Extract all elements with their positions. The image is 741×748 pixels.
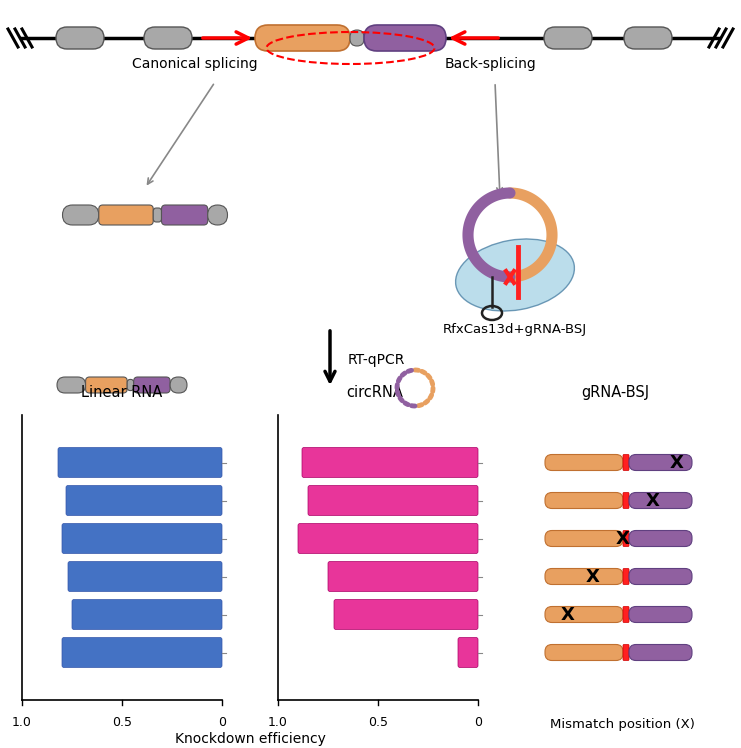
- FancyBboxPatch shape: [255, 25, 350, 51]
- Text: X: X: [560, 605, 574, 624]
- FancyBboxPatch shape: [57, 377, 86, 393]
- FancyBboxPatch shape: [545, 607, 623, 622]
- FancyBboxPatch shape: [62, 637, 222, 667]
- FancyBboxPatch shape: [545, 530, 623, 547]
- FancyBboxPatch shape: [545, 568, 623, 584]
- FancyBboxPatch shape: [629, 568, 692, 584]
- FancyBboxPatch shape: [545, 645, 623, 660]
- Text: 0: 0: [218, 716, 226, 729]
- FancyBboxPatch shape: [72, 599, 222, 630]
- FancyBboxPatch shape: [545, 455, 623, 470]
- FancyBboxPatch shape: [629, 607, 692, 622]
- Text: Mismatch position (X): Mismatch position (X): [550, 718, 694, 731]
- FancyBboxPatch shape: [544, 27, 592, 49]
- FancyBboxPatch shape: [364, 25, 446, 51]
- FancyBboxPatch shape: [629, 455, 692, 470]
- Text: 0: 0: [474, 716, 482, 729]
- FancyBboxPatch shape: [68, 562, 222, 592]
- FancyBboxPatch shape: [629, 530, 692, 547]
- Text: 0.5: 0.5: [112, 716, 132, 729]
- Text: Linear RNA: Linear RNA: [82, 385, 162, 400]
- FancyBboxPatch shape: [86, 377, 127, 393]
- FancyBboxPatch shape: [298, 524, 478, 554]
- Text: 0.5: 0.5: [368, 716, 388, 729]
- FancyBboxPatch shape: [170, 377, 187, 393]
- FancyBboxPatch shape: [334, 599, 478, 630]
- FancyBboxPatch shape: [144, 27, 192, 49]
- Text: X: X: [646, 491, 660, 509]
- Text: Canonical splicing: Canonical splicing: [132, 57, 258, 71]
- Text: Knockdown efficiency: Knockdown efficiency: [175, 732, 325, 746]
- FancyBboxPatch shape: [207, 205, 227, 225]
- FancyBboxPatch shape: [629, 645, 692, 660]
- FancyBboxPatch shape: [302, 447, 478, 477]
- FancyBboxPatch shape: [545, 492, 623, 509]
- FancyBboxPatch shape: [623, 645, 629, 660]
- Text: Back-splicing: Back-splicing: [444, 57, 536, 71]
- Text: 1.0: 1.0: [268, 716, 288, 729]
- Text: RfxCas13d+gRNA-BSJ: RfxCas13d+gRNA-BSJ: [443, 323, 587, 336]
- FancyBboxPatch shape: [350, 30, 364, 46]
- FancyBboxPatch shape: [62, 205, 99, 225]
- FancyBboxPatch shape: [127, 379, 133, 390]
- FancyBboxPatch shape: [623, 607, 629, 622]
- FancyBboxPatch shape: [133, 377, 170, 393]
- Ellipse shape: [456, 239, 574, 311]
- Text: X: X: [586, 568, 600, 586]
- Text: circRNA: circRNA: [347, 385, 403, 400]
- FancyBboxPatch shape: [66, 485, 222, 515]
- FancyBboxPatch shape: [308, 485, 478, 515]
- FancyBboxPatch shape: [58, 447, 222, 477]
- Text: X: X: [670, 453, 684, 471]
- Text: gRNA-BSJ: gRNA-BSJ: [581, 385, 649, 400]
- FancyBboxPatch shape: [623, 530, 629, 547]
- FancyBboxPatch shape: [623, 568, 629, 584]
- FancyBboxPatch shape: [623, 455, 629, 470]
- FancyBboxPatch shape: [62, 524, 222, 554]
- FancyBboxPatch shape: [624, 27, 672, 49]
- FancyBboxPatch shape: [99, 205, 153, 225]
- FancyBboxPatch shape: [162, 205, 207, 225]
- Text: 1.0: 1.0: [12, 716, 32, 729]
- FancyBboxPatch shape: [56, 27, 104, 49]
- FancyBboxPatch shape: [458, 637, 478, 667]
- FancyBboxPatch shape: [328, 562, 478, 592]
- Text: X: X: [616, 530, 630, 548]
- Text: RT-qPCR: RT-qPCR: [348, 353, 405, 367]
- FancyBboxPatch shape: [153, 208, 162, 222]
- FancyBboxPatch shape: [629, 492, 692, 509]
- FancyBboxPatch shape: [623, 492, 629, 509]
